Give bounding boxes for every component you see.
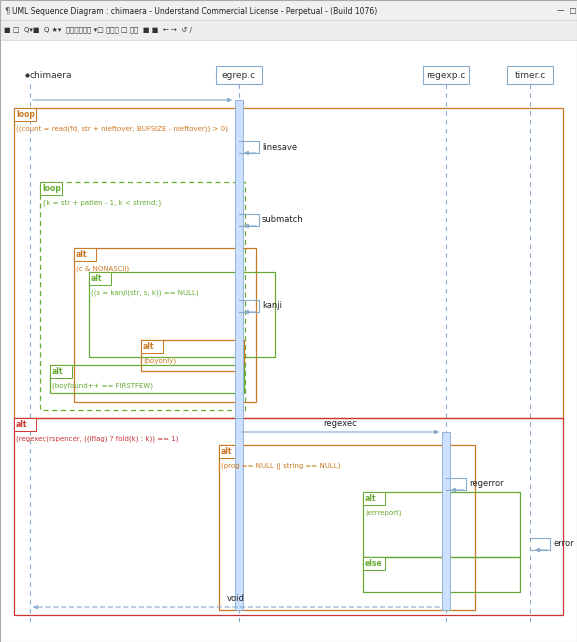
- Bar: [363, 492, 520, 557]
- Text: egrep.c: egrep.c: [222, 71, 256, 80]
- Text: linesave: linesave: [262, 143, 297, 152]
- Bar: [50, 365, 72, 378]
- Text: loop: loop: [16, 110, 35, 119]
- Bar: [50, 365, 244, 393]
- Bar: [14, 108, 36, 121]
- Text: regexec: regexec: [324, 419, 357, 428]
- Text: (boyonly): (boyonly): [143, 358, 176, 364]
- Bar: [219, 445, 241, 458]
- Bar: [40, 182, 62, 195]
- Bar: [507, 66, 553, 84]
- Text: ¶: ¶: [4, 6, 9, 15]
- Bar: [219, 445, 475, 610]
- Text: error: error: [553, 539, 574, 548]
- Text: (c & NONASCII): (c & NONASCII): [76, 266, 129, 272]
- Text: alt: alt: [91, 274, 103, 283]
- Text: void: void: [227, 594, 245, 603]
- Bar: [235, 418, 243, 610]
- Text: alt: alt: [52, 367, 63, 376]
- Bar: [14, 418, 36, 431]
- Text: loop: loop: [42, 184, 61, 193]
- Bar: [363, 557, 385, 570]
- Text: submatch: submatch: [262, 216, 304, 225]
- Text: (boyfound++ == FIRSTFEW): (boyfound++ == FIRSTFEW): [52, 383, 153, 389]
- Text: regexp.c: regexp.c: [426, 71, 466, 80]
- Text: (errreport): (errreport): [365, 510, 402, 516]
- Bar: [74, 248, 256, 402]
- Text: (regexec(rspencer, ((iflag) ? fold(k) : k)) == 1): (regexec(rspencer, ((iflag) ? fold(k) : …: [16, 436, 178, 442]
- Bar: [363, 492, 385, 505]
- Text: alt: alt: [221, 447, 233, 456]
- Bar: [89, 272, 111, 285]
- Bar: [216, 66, 262, 84]
- Text: alt: alt: [76, 250, 88, 259]
- Bar: [141, 340, 244, 371]
- Bar: [74, 248, 96, 261]
- Bar: [14, 108, 563, 418]
- Text: ((s = kanji(str, s, k)) == NULL): ((s = kanji(str, s, k)) == NULL): [91, 290, 198, 296]
- Text: else: else: [365, 559, 383, 568]
- Bar: [235, 100, 243, 418]
- Text: {k = str + patlen - 1, k < strend;}: {k = str + patlen - 1, k < strend;}: [42, 200, 162, 206]
- Text: UML Sequence Diagram : chimaera - Understand Commercial License - Perpetual - (B: UML Sequence Diagram : chimaera - Unders…: [12, 6, 377, 15]
- Text: (prog == NULL || string == NULL): (prog == NULL || string == NULL): [221, 462, 340, 469]
- Bar: [423, 66, 469, 84]
- Bar: [0, 0, 577, 20]
- Bar: [0, 20, 577, 40]
- Bar: [89, 272, 275, 357]
- Text: regerror: regerror: [469, 480, 504, 489]
- Bar: [40, 182, 245, 410]
- Text: timer.c: timer.c: [514, 71, 546, 80]
- Bar: [14, 418, 563, 615]
- Bar: [141, 340, 163, 353]
- Text: alt: alt: [143, 342, 155, 351]
- Text: kanji: kanji: [262, 302, 282, 311]
- Text: —  □: — □: [557, 6, 576, 15]
- Text: ■ □  Q▾■  Q ★▾  エクスポート ▾□ 再利用 □ 同期  ■ ■  ← →  ↺ /: ■ □ Q▾■ Q ★▾ エクスポート ▾□ 再利用 □ 同期 ■ ■ ← → …: [4, 27, 192, 33]
- Bar: [363, 557, 520, 592]
- Text: chimaera: chimaera: [30, 71, 73, 80]
- Text: alt: alt: [16, 420, 28, 429]
- Bar: [442, 432, 450, 610]
- Text: alt: alt: [365, 494, 377, 503]
- Text: ((count = read(fd, str + nleftover, BUFSIZE - nleftover)) > 0): ((count = read(fd, str + nleftover, BUFS…: [16, 126, 228, 132]
